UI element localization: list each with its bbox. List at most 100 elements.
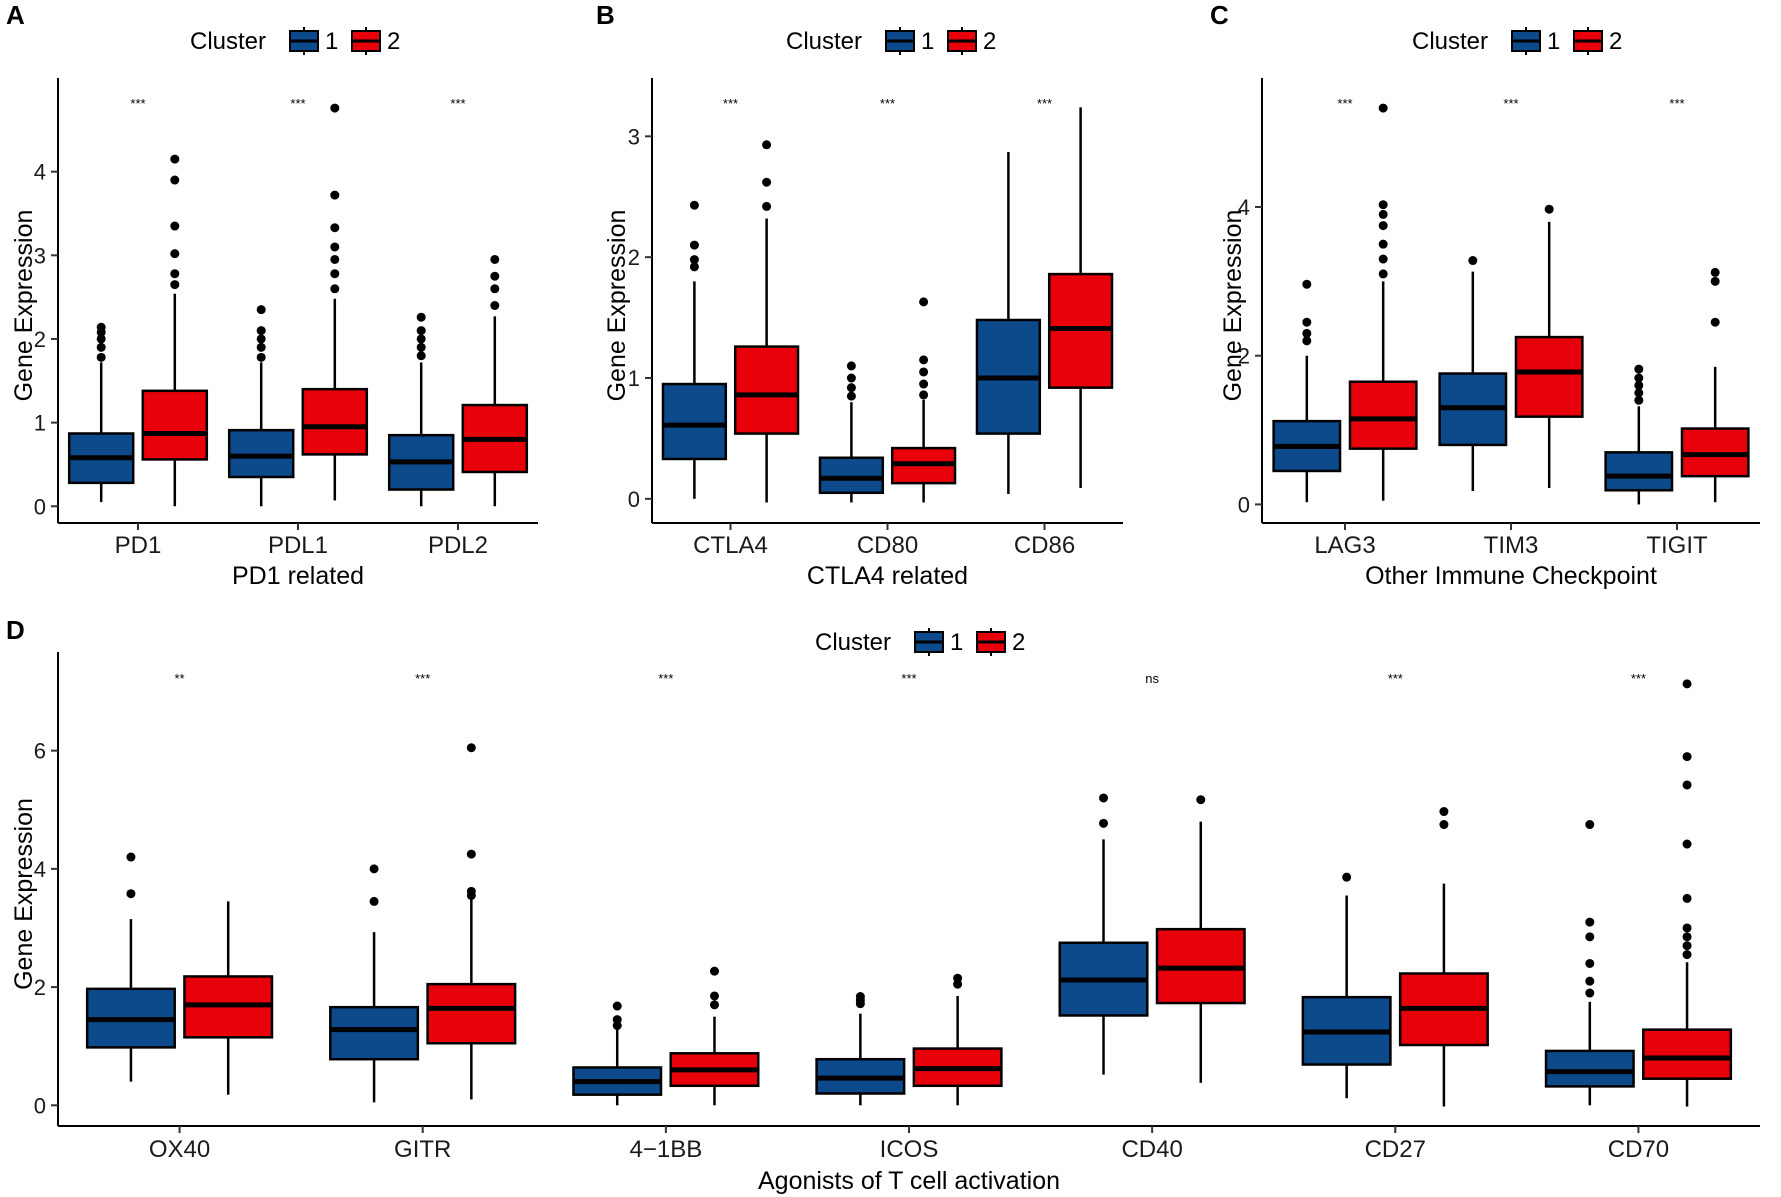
box-ICOS-cluster-1 [815, 992, 906, 1106]
box-CTLA4-cluster-2 [733, 140, 800, 503]
legend-key-cluster-2 [351, 27, 381, 55]
box-PDL1-cluster-2 [301, 103, 369, 501]
x-tick-label: TIGIT [1646, 532, 1708, 559]
outlier-point [96, 352, 106, 362]
y-tick-label: 2 [34, 327, 46, 352]
outlier-point [96, 322, 106, 332]
outlier-point [330, 242, 340, 252]
significance-label: *** [450, 96, 465, 111]
outlier-point [330, 223, 340, 233]
outlier-point [330, 190, 340, 200]
outlier-point [1682, 679, 1692, 689]
outlier-point [466, 743, 476, 753]
box-GITR-cluster-2 [426, 743, 517, 1100]
outlier-point [1378, 254, 1388, 264]
significance-label: *** [1669, 96, 1684, 111]
outlier-point [466, 849, 476, 859]
legend-label-cluster-1: 1 [950, 629, 963, 656]
outlier-point [466, 886, 476, 896]
box-iqr [1514, 335, 1584, 418]
outlier-point [846, 383, 856, 393]
outlier-point [919, 355, 929, 365]
legend-label-cluster-2: 2 [983, 28, 996, 55]
box-41BB-cluster-2 [669, 966, 760, 1106]
box-PD1-cluster-2 [141, 154, 209, 507]
significance-label: ns [1145, 671, 1159, 686]
y-tick-label: 4 [1238, 195, 1250, 220]
box-PDL1-cluster-1 [227, 305, 295, 507]
outlier-point [369, 896, 379, 906]
box-OX40-cluster-1 [85, 852, 176, 1082]
outlier-point [170, 280, 180, 290]
y-tick-label: 3 [628, 124, 640, 149]
outlier-point [1302, 336, 1312, 346]
outlier-point [330, 269, 340, 279]
box-iqr [1604, 451, 1674, 492]
box-iqr [661, 382, 728, 461]
outlier-point [846, 391, 856, 401]
box-CD80-cluster-1 [818, 361, 885, 503]
legend-label-cluster-1: 1 [325, 28, 338, 55]
outlier-point [416, 312, 426, 322]
box-CD27-cluster-1 [1301, 872, 1392, 1099]
x-tick-label: LAG3 [1314, 532, 1375, 559]
outlier-point [170, 269, 180, 279]
outlier-point [1710, 276, 1720, 286]
box-iqr [227, 428, 295, 479]
significance-label: *** [658, 671, 673, 686]
legend-title: Cluster [1412, 28, 1488, 55]
outlier-point [256, 305, 266, 315]
outlier-point [846, 373, 856, 383]
y-tick-label: 0 [34, 494, 46, 519]
outlier-point [126, 852, 136, 862]
box-iqr [818, 456, 885, 495]
box-PDL2-cluster-2 [461, 254, 529, 507]
box-iqr [301, 387, 369, 456]
y-tick-label: 4 [34, 160, 46, 185]
box-CD86-cluster-1 [975, 152, 1042, 494]
outlier-point [256, 326, 266, 336]
outlier-point [1585, 932, 1595, 942]
x-tick-label: OX40 [149, 1136, 210, 1163]
outlier-point [762, 201, 772, 211]
outlier-point [416, 351, 426, 361]
outlier-point [1342, 872, 1352, 882]
outlier-point [1710, 267, 1720, 277]
box-CD40-cluster-2 [1155, 795, 1246, 1083]
x-tick-label: CD70 [1608, 1136, 1669, 1163]
y-axis-title: Gene Expression [10, 210, 38, 402]
panel-letter: C [1210, 0, 1229, 30]
outlier-point [369, 864, 379, 874]
legend-title: Cluster [786, 28, 862, 55]
significance-label: *** [723, 96, 738, 111]
significance-label: *** [1631, 671, 1646, 686]
outlier-point [1682, 932, 1692, 942]
outlier-point [170, 249, 180, 259]
box-CD40-cluster-1 [1058, 793, 1149, 1075]
outlier-point [1682, 941, 1692, 951]
outlier-point [919, 367, 929, 377]
outlier-point [1302, 317, 1312, 327]
outlier-point [1099, 793, 1109, 803]
box-ICOS-cluster-2 [912, 973, 1003, 1106]
significance-label: *** [1337, 96, 1352, 111]
box-TIM3-cluster-1 [1438, 256, 1508, 492]
legend-key-cluster-2 [1573, 27, 1603, 55]
outlier-point [1378, 269, 1388, 279]
outlier-point [689, 255, 699, 265]
outlier-point [709, 991, 719, 1001]
outlier-point [96, 334, 106, 344]
outlier-point [1682, 752, 1692, 762]
outlier-point [762, 140, 772, 150]
x-tick-label: ICOS [880, 1136, 939, 1163]
legend: Cluster 1 2 [786, 27, 996, 55]
outlier-point [1710, 317, 1720, 327]
box-OX40-cluster-2 [183, 901, 274, 1095]
legend-label-cluster-1: 1 [921, 28, 934, 55]
outlier-point [170, 221, 180, 231]
box-CD70-cluster-2 [1642, 679, 1733, 1107]
panel-letter: B [596, 0, 615, 30]
outlier-point [490, 284, 500, 294]
outlier-point [1634, 380, 1644, 390]
